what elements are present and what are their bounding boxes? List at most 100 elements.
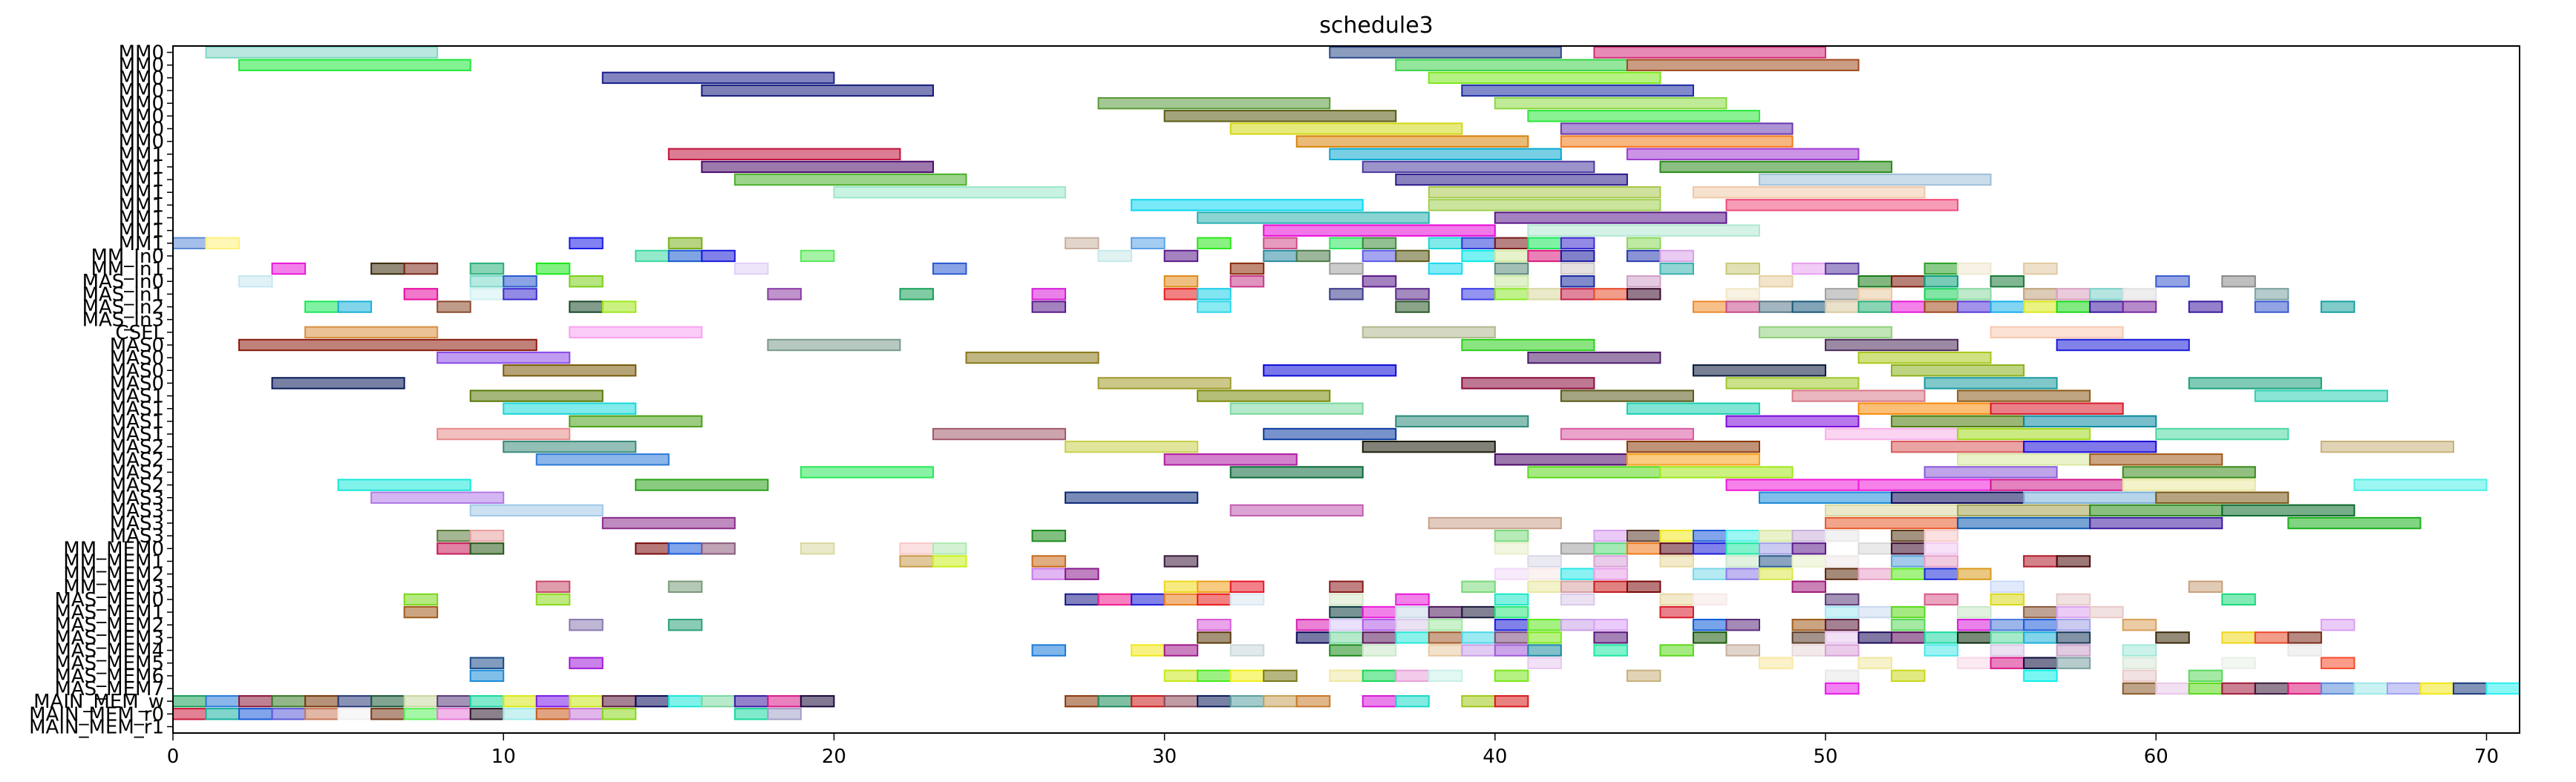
task-bar (1825, 644, 1860, 657)
task-bar (1494, 237, 1529, 249)
task-bar (238, 338, 537, 352)
task-bar (1163, 249, 1199, 263)
task-bar (1494, 530, 1529, 542)
task-bar (2122, 466, 2256, 479)
task-bar (1825, 288, 1860, 300)
task-bar (1725, 262, 1761, 275)
task-bar (1197, 694, 1232, 708)
x-tick-label: 60 (2144, 746, 2168, 768)
task-bar (1395, 631, 1430, 644)
task-bar (1527, 568, 1562, 580)
task-bar (1626, 237, 1661, 249)
task-bar (2221, 504, 2356, 517)
task-bar (569, 237, 604, 249)
task-bar (1329, 46, 1562, 59)
y-tick-label: MAS_MEM2 (54, 614, 164, 637)
task-bar (1428, 262, 1463, 275)
x-tick-label: 50 (1814, 746, 1838, 768)
task-bar (1527, 644, 1562, 657)
task-bar (1329, 669, 1364, 683)
task-bar (1923, 275, 1959, 288)
task-bar (2056, 657, 2091, 669)
task-bar (469, 542, 505, 555)
task-bar (2089, 453, 2223, 466)
task-bar (1395, 300, 1430, 313)
task-bar (1395, 59, 1628, 71)
task-bar (1329, 262, 1364, 275)
task-bar (1361, 605, 1397, 619)
task-bar (1361, 326, 1496, 339)
y-tick-label: MAS2 (110, 449, 164, 471)
y-tick-label: MM0 (119, 42, 164, 65)
task-bar (2155, 427, 2289, 441)
task-bar (1461, 249, 1496, 263)
task-bar (503, 275, 537, 288)
task-bar (1957, 568, 1992, 580)
task-bar (1957, 453, 2091, 466)
task-bar (1923, 542, 1959, 555)
task-bar (1692, 530, 1727, 542)
task-bar (701, 694, 736, 708)
task-bar (1428, 186, 1661, 199)
task-bar (1229, 593, 1265, 606)
task-bar (899, 555, 934, 568)
task-bar (1229, 122, 1463, 135)
task-bar (1990, 326, 2124, 339)
task-bar (2056, 300, 2091, 313)
task-bar (437, 708, 471, 720)
task-bar (1957, 619, 1992, 631)
task-bar (1229, 262, 1265, 275)
task-bar (1857, 300, 1893, 313)
task-bar (1725, 568, 1761, 580)
task-bar (1957, 300, 1992, 313)
y-tick-label: MM0 (119, 131, 164, 154)
y-tick-label: MAS3 (110, 500, 164, 522)
y-tick-label: MAS2 (110, 436, 164, 459)
task-bar (1428, 605, 1463, 619)
task-bar (2056, 605, 2091, 619)
task-bar (205, 708, 241, 720)
task-bar (2221, 682, 2256, 695)
y-tick-label: MM0 (119, 80, 164, 102)
plot-frame (172, 45, 2520, 734)
task-bar (2254, 631, 2289, 644)
task-bar (1725, 530, 1761, 542)
task-bar (733, 173, 967, 186)
task-bar (1229, 669, 1265, 683)
task-bar (1825, 530, 1860, 542)
task-bar (1891, 530, 1926, 542)
task-bar (1759, 300, 1794, 313)
task-bar (1857, 275, 1893, 288)
task-bar (1659, 593, 1694, 606)
task-bar (1857, 542, 1893, 555)
task-bar (1692, 542, 1727, 555)
task-bar (1329, 619, 1364, 631)
task-bar (1229, 466, 1364, 479)
task-bar (403, 262, 439, 275)
task-bar (899, 542, 934, 555)
task-bar (1361, 440, 1496, 453)
task-bar (1361, 249, 1397, 263)
task-bar (1263, 224, 1496, 237)
y-tick-label: MAS_In1 (82, 283, 164, 306)
task-bar (1494, 644, 1529, 657)
task-bar (1857, 479, 1992, 491)
task-bar (2056, 338, 2190, 352)
task-bar (1395, 593, 1430, 606)
task-bar (469, 390, 604, 402)
y-tick-label: MAS0 (110, 372, 164, 395)
task-bar (1857, 288, 1893, 300)
task-bar (1990, 631, 2025, 644)
task-bar (1957, 631, 1992, 644)
task-bar (1163, 275, 1199, 288)
task-bar (2089, 504, 2223, 517)
task-bar (2023, 262, 2058, 275)
task-bar (1791, 555, 1827, 568)
task-bar (1560, 275, 1595, 288)
task-bar (1923, 262, 1959, 275)
task-bar (1626, 148, 1860, 160)
task-bar (1759, 326, 1893, 339)
task-bar (1825, 682, 1860, 695)
task-bar (1923, 466, 2058, 479)
task-bar (1494, 96, 1727, 110)
